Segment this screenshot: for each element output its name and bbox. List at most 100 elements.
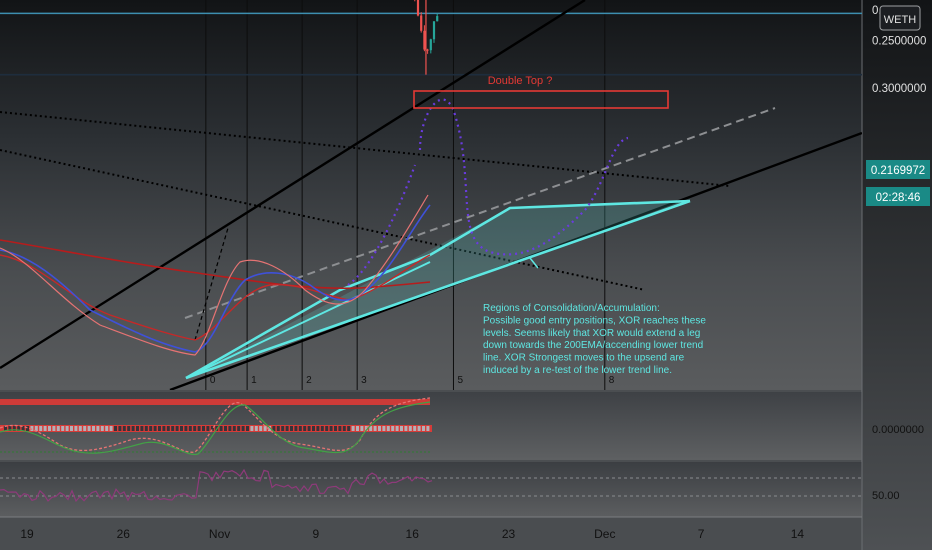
time-tick-label: 23 [502, 527, 516, 541]
squeeze-dot [378, 426, 381, 431]
consolidation-line: down towards the 200EMA/accending lower … [483, 340, 703, 351]
squeeze-dot [342, 426, 346, 431]
squeeze-dot [338, 426, 342, 431]
squeeze-dot [228, 426, 232, 431]
symbol-label: WETH [884, 14, 916, 26]
candle-body [416, 0, 420, 16]
countdown-label: 02:28:46 [876, 192, 921, 204]
squeeze-dot [171, 426, 175, 431]
squeeze-dot [105, 426, 109, 431]
squeeze-dot [391, 426, 395, 431]
candlesticks[interactable] [1, 0, 439, 75]
cyan-callout-pointer [529, 257, 539, 269]
squeeze-dot [422, 426, 425, 431]
squeeze-dot [426, 426, 430, 431]
squeeze-dot [65, 426, 69, 431]
consolidation-line: levels. Seems likely that XOR would exte… [483, 328, 700, 339]
squeeze-dot [144, 426, 148, 431]
squeeze-dot [158, 426, 161, 431]
cycle-label: 3 [361, 375, 367, 386]
forecast-path[interactable] [418, 98, 629, 256]
rsi-indicator [0, 468, 862, 503]
rsi-pane-bg [0, 462, 862, 517]
squeeze-dot [272, 426, 276, 431]
cyan-lower-fan[interactable] [185, 199, 691, 380]
rsi-line [0, 468, 433, 503]
squeeze-dot [386, 426, 390, 431]
squeeze-dot [162, 426, 166, 431]
squeeze-dot [26, 426, 29, 431]
squeeze-dot [43, 426, 47, 431]
current-price-badge [866, 160, 930, 179]
upper-trendline[interactable] [0, 0, 586, 370]
squeeze-dot [404, 426, 408, 431]
time-tick-label: 9 [313, 527, 320, 541]
squeeze-dot [122, 426, 126, 431]
osc-squeeze-dots [4, 426, 430, 431]
consolidation-line: Possible good entry positions, XOR reach… [483, 315, 706, 326]
squeeze-dot [356, 426, 359, 431]
squeeze-dot [202, 426, 205, 431]
squeeze-dot [12, 426, 16, 431]
squeeze-dot [210, 426, 214, 431]
squeeze-dot [175, 426, 179, 431]
squeeze-dot [298, 426, 302, 431]
squeeze-dot [259, 426, 263, 431]
cycle-label: 1 [251, 375, 257, 386]
squeeze-dot [74, 426, 78, 431]
squeeze-dot [180, 426, 183, 431]
squeeze-dot [219, 426, 223, 431]
squeeze-dot [334, 426, 337, 431]
candle-body [423, 30, 426, 50]
squeeze-dot [290, 426, 293, 431]
osc-upper-band [0, 399, 430, 405]
squeeze-dot [232, 426, 236, 431]
squeeze-dot [360, 426, 364, 431]
squeeze-dot [100, 426, 104, 431]
time-tick-label: 16 [406, 527, 420, 541]
squeeze-dot [39, 426, 43, 431]
main-pane-bg [0, 0, 862, 390]
squeeze-dot [188, 426, 192, 431]
squeeze-dot [8, 426, 12, 431]
squeeze-dot [320, 426, 324, 431]
squeeze-dot [276, 426, 280, 431]
cycle-label: 2 [306, 375, 312, 386]
squeeze-dot [316, 426, 320, 431]
squeeze-dot [241, 426, 245, 431]
candle-body [429, 39, 432, 51]
time-axis[interactable]: 19 26 Nov 9 16 23 Dec 7 14 [20, 527, 804, 541]
candle-body [420, 15, 423, 31]
consolidation-line: Regions of Consolidation/Accumulation: [483, 303, 660, 314]
squeeze-dot [52, 426, 56, 431]
squeeze-dot [347, 426, 351, 431]
squeeze-dot [96, 426, 100, 431]
rsi-axis-label: 50.00 [872, 490, 900, 502]
dashed-mid-channel[interactable] [184, 107, 776, 319]
squeeze-dot [263, 426, 267, 431]
squeeze-dot [413, 426, 417, 431]
ema-20-line [0, 194, 429, 356]
consolidation-line: line. XOR Strongest moves to the upsend … [483, 353, 685, 364]
cycle-label: 0 [210, 375, 216, 386]
symbol-badge[interactable] [879, 5, 921, 31]
squeeze-dot [109, 426, 113, 431]
squeeze-dot [303, 426, 307, 431]
oscillator-indicator [0, 397, 432, 456]
price-axis[interactable]: 0.30.30000000.25000000.17000000.14000000… [872, 0, 926, 95]
time-tick-label: 14 [791, 527, 805, 541]
dotted-resistance-line[interactable] [0, 111, 731, 187]
horizontal-levels [0, 12, 862, 76]
candle-body [432, 21, 436, 40]
osc-axis-label: 0.0000000 [872, 424, 924, 436]
osc-main-line [0, 401, 431, 456]
squeeze-dot [373, 426, 377, 431]
squeeze-dot [369, 426, 373, 431]
squeeze-dot [307, 426, 311, 431]
squeeze-dot [400, 426, 403, 431]
squeeze-dot [92, 426, 95, 431]
squeeze-dot [114, 426, 117, 431]
double-top-box[interactable] [413, 90, 669, 109]
time-tick-label: Dec [594, 527, 615, 541]
